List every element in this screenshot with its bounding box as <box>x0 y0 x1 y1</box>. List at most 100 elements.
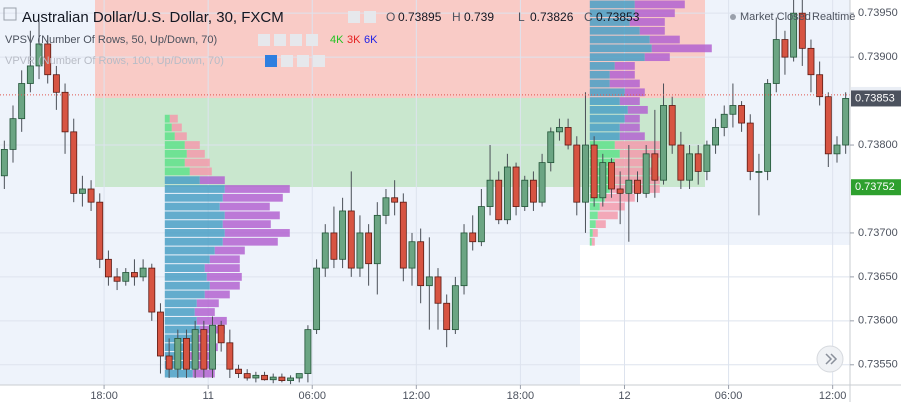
ohlc-name: H <box>452 10 461 24</box>
profile-down <box>614 141 660 149</box>
candle-body <box>434 276 442 304</box>
indicator-value: 3K <box>347 34 361 46</box>
eye-icon[interactable] <box>348 11 360 23</box>
profile-down <box>624 114 640 123</box>
candle-body <box>616 188 624 194</box>
profile-down <box>627 105 648 114</box>
candle-body <box>686 153 693 181</box>
profile-up <box>589 26 640 35</box>
profile-up <box>589 70 610 79</box>
candle-body <box>451 285 459 331</box>
profile-up <box>164 211 225 220</box>
candle-body <box>729 105 737 115</box>
x-tick-label: 12 <box>618 390 630 402</box>
profile-up <box>164 193 223 202</box>
profile-up <box>164 149 187 158</box>
profile-up <box>589 44 652 53</box>
profile-up <box>164 272 207 281</box>
candle-body <box>816 74 824 98</box>
remove-icon[interactable] <box>313 55 325 67</box>
candle-body <box>321 232 329 269</box>
profile-down <box>629 18 665 26</box>
candle-body <box>677 144 685 181</box>
profile-up <box>589 105 628 114</box>
collapse-icon[interactable] <box>3 7 17 21</box>
candle-body <box>495 179 503 221</box>
candle-body <box>642 153 650 194</box>
indicator-value: 6K <box>364 34 378 46</box>
candle-body <box>833 144 841 155</box>
candle-body <box>365 232 373 265</box>
profile-down <box>592 229 598 237</box>
candle-body <box>174 338 182 370</box>
y-tick-label: 0.73950 <box>858 7 898 19</box>
legend: Australian Dollar/U.S. Dollar, 30, FXCM … <box>3 7 855 67</box>
profile-up <box>589 229 593 237</box>
profile-down <box>222 220 271 229</box>
candle-body <box>44 43 52 76</box>
x-tick-label: 18:00 <box>90 390 118 402</box>
candle-body <box>200 329 208 370</box>
candle-body <box>382 197 390 216</box>
candle-body <box>738 105 746 124</box>
market-status: Market Closed <box>740 11 811 23</box>
plot-area <box>0 0 850 385</box>
ohlc-name: C <box>584 10 593 24</box>
candle-body <box>78 188 86 194</box>
profile-down <box>199 176 225 185</box>
profile-down <box>189 352 210 360</box>
candle-body <box>356 232 364 269</box>
profile-up <box>164 237 223 246</box>
scroll-icon <box>825 353 838 365</box>
candle-body <box>399 201 407 269</box>
profile-up <box>164 132 175 141</box>
candle-body <box>547 131 555 164</box>
profile-down <box>619 149 660 158</box>
profile-up <box>589 141 615 149</box>
eye-icon[interactable] <box>265 55 277 67</box>
candle-body <box>512 166 520 207</box>
profile-up <box>589 79 610 88</box>
profile-down <box>644 53 670 62</box>
profile-down <box>194 308 215 316</box>
candle-body <box>443 302 451 331</box>
candle-body <box>226 342 234 370</box>
settings-icon[interactable] <box>281 55 293 67</box>
x-tick-label: 12:00 <box>403 390 431 402</box>
candle-body <box>35 43 43 67</box>
candle-body <box>660 105 667 181</box>
settings-icon[interactable] <box>364 11 376 23</box>
candle-body <box>209 324 216 370</box>
profile-up <box>164 167 190 176</box>
candle-body <box>556 127 563 133</box>
profile-up <box>164 229 225 237</box>
ohlc-value: 0.73895 <box>398 10 442 24</box>
profile-up <box>164 185 225 193</box>
profile-down <box>186 149 205 158</box>
settings-icon[interactable] <box>274 34 286 46</box>
profile-down <box>171 123 182 132</box>
candle-body <box>157 311 164 357</box>
candle-body <box>131 272 138 278</box>
candle-body <box>295 373 303 379</box>
candle-body <box>269 376 277 381</box>
eye-icon[interactable] <box>258 34 270 46</box>
profile-up <box>589 18 630 26</box>
x-tick-label: 11 <box>202 390 213 402</box>
candle-body <box>842 98 850 146</box>
profile-up <box>164 299 197 308</box>
candle-body <box>720 113 728 128</box>
profile-up <box>164 264 205 272</box>
profile-up <box>589 62 615 70</box>
ohlc-value: 0.739 <box>464 10 494 24</box>
add-icon[interactable] <box>297 55 309 67</box>
price-label-bg <box>851 179 901 196</box>
candle-body <box>70 131 78 194</box>
profile-down <box>224 185 290 193</box>
profile-up <box>164 316 197 325</box>
profile-down <box>614 62 635 70</box>
profile-down <box>204 264 240 272</box>
add-icon[interactable] <box>290 34 302 46</box>
remove-icon[interactable] <box>306 34 318 46</box>
ohlc-values: O 0.73895 H 0.739 L 0.73826 C 0.73853 <box>386 10 640 24</box>
